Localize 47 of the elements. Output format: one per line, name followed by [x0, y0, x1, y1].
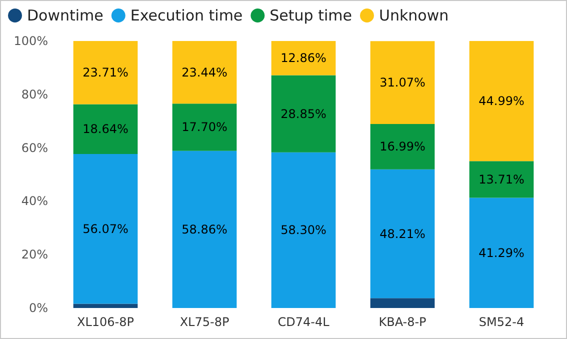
- y-tick-label: 20%: [21, 248, 48, 262]
- bar: [271, 75, 336, 152]
- bar: [271, 152, 336, 308]
- bar: [172, 41, 237, 104]
- legend-label: Downtime: [27, 6, 104, 24]
- bar: [370, 169, 435, 298]
- bar: [73, 304, 138, 308]
- x-tick-label: KBA-8-P: [378, 315, 426, 329]
- data-label: 16.99%: [380, 140, 426, 154]
- bar: [73, 41, 138, 104]
- data-label: 44.99%: [478, 94, 524, 108]
- data-label: 17.70%: [182, 120, 228, 134]
- data-label: 58.86%: [182, 222, 228, 236]
- data-label: 41.29%: [478, 246, 524, 260]
- bar: [370, 124, 435, 170]
- y-tick-label: 80%: [21, 87, 48, 102]
- bar: [172, 150, 237, 308]
- x-tick-label: XL106-8P: [76, 315, 134, 329]
- bar: [469, 161, 534, 198]
- data-label: 23.44%: [182, 65, 228, 80]
- data-label: 23.71%: [82, 66, 128, 80]
- data-label: 58.30%: [280, 223, 326, 238]
- bar: [469, 41, 534, 162]
- data-label: 48.21%: [380, 226, 426, 241]
- y-tick-label: 60%: [21, 140, 48, 155]
- y-tick-label: 0%: [28, 301, 48, 315]
- bar: [73, 104, 138, 154]
- bar: [469, 198, 534, 308]
- data-label: 31.07%: [380, 76, 426, 90]
- bar: [73, 154, 138, 304]
- legend-label: Execution time: [130, 6, 243, 24]
- y-tick-label: 100%: [14, 34, 48, 48]
- bar: [172, 104, 237, 151]
- legend-label: Unknown: [378, 6, 449, 24]
- bar: [370, 41, 435, 124]
- x-tick-label: XL75-8P: [180, 315, 230, 329]
- data-label: 12.86%: [280, 51, 326, 66]
- data-label: 56.07%: [82, 222, 128, 236]
- data-label: 28.85%: [280, 106, 326, 121]
- bar: [271, 41, 336, 76]
- bar: [370, 298, 435, 308]
- x-tick-label: SM52-4: [478, 315, 524, 329]
- x-tick-label: CD74-4L: [278, 315, 330, 329]
- y-tick-label: 40%: [21, 194, 48, 208]
- data-label: 13.71%: [478, 172, 524, 186]
- legend-label: Setup time: [270, 6, 352, 24]
- data-label: 18.64%: [82, 122, 128, 136]
